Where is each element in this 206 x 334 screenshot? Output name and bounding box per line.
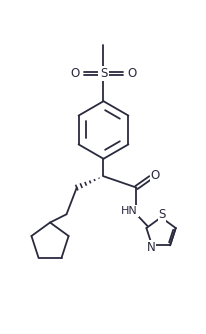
Text: O: O	[70, 67, 80, 80]
Text: S: S	[99, 67, 107, 80]
Text: O: O	[150, 169, 159, 182]
Text: S: S	[158, 208, 165, 221]
Text: O: O	[126, 67, 136, 80]
Text: HN: HN	[120, 206, 137, 216]
Text: N: N	[146, 241, 155, 254]
